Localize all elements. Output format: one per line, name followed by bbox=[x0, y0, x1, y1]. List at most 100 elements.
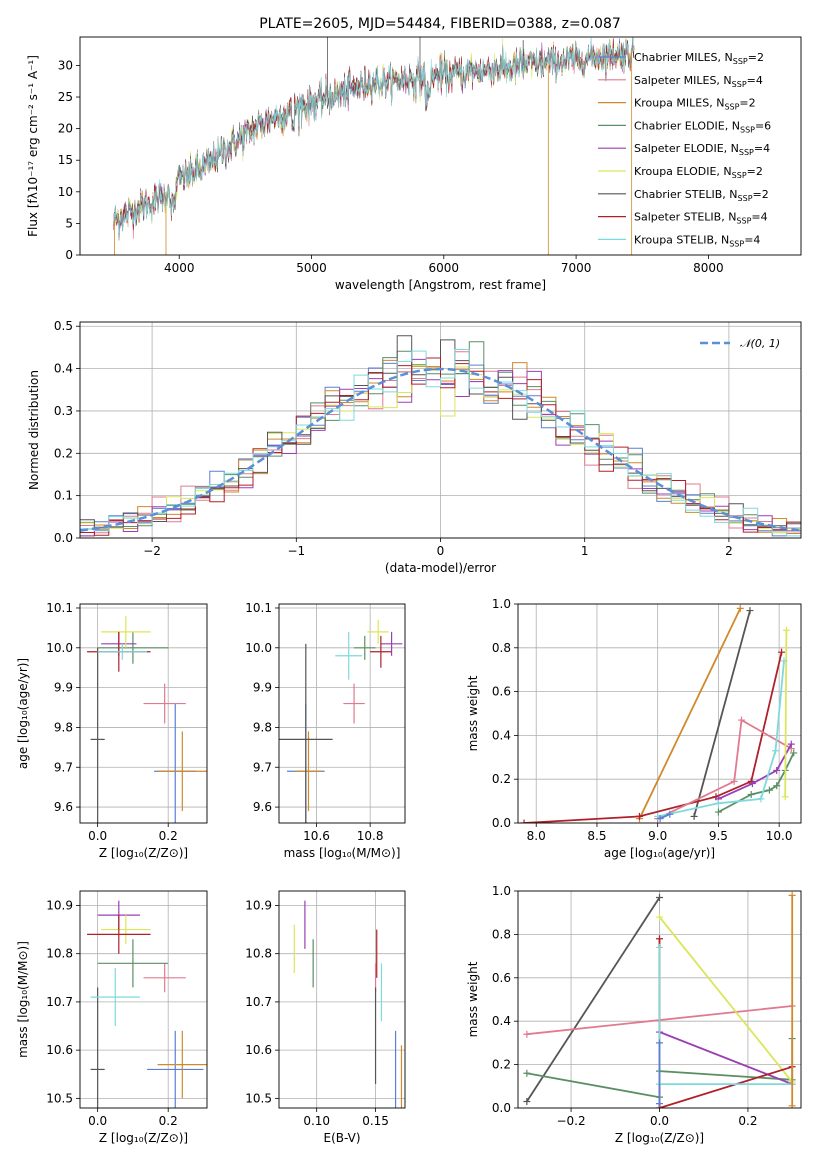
residuals-ytick-label: 0.5 bbox=[54, 319, 73, 333]
series-line bbox=[659, 813, 671, 820]
spectrum-legend: Chabrier MILES, NSSP=2 Salpeter MILES, NS… bbox=[598, 51, 771, 248]
weight_vs_age-ytick-label: 0.8 bbox=[492, 641, 511, 655]
series-marker bbox=[520, 819, 528, 823]
mass_vs_Z-ytick-label: 10.7 bbox=[46, 995, 73, 1009]
spectrum-legend-entry: Salpeter STELIB, NSSP=4 bbox=[634, 211, 768, 226]
series-marker bbox=[656, 894, 663, 902]
weight_vs_age-ylabel: mass weight bbox=[466, 675, 480, 751]
weight_vs_Z-frame bbox=[517, 890, 802, 1109]
mass_vs_Z-ytick-label: 10.8 bbox=[46, 947, 73, 961]
series-marker bbox=[656, 815, 664, 823]
figure-title: PLATE=2605, MJD=54484, FIBERID=0388, z=0… bbox=[259, 16, 621, 32]
mass_vs_ebv-xlabel: E(B-V) bbox=[323, 1131, 360, 1145]
spectrum-ytick-label: 0 bbox=[65, 248, 73, 262]
series-line bbox=[657, 660, 785, 818]
spectrum-xtick-label: 8000 bbox=[693, 261, 724, 275]
mass_vs_ebv-ytick-label: 10.5 bbox=[245, 1091, 272, 1105]
spectrum-legend-entry: Salpeter MILES, NSSP=4 bbox=[634, 74, 763, 89]
spectrum-xtick-label: 7000 bbox=[561, 261, 592, 275]
mass_vs_ebv-xtick-label: 0.10 bbox=[303, 1114, 330, 1128]
mass_vs_Z-ytick-label: 10.6 bbox=[46, 1043, 73, 1057]
spectrum-ytick-label: 20 bbox=[58, 122, 73, 136]
residuals-ytick-label: 0.2 bbox=[54, 446, 73, 460]
series-kroupa-miles bbox=[635, 604, 744, 823]
spectrum-plot-area bbox=[113, 37, 635, 255]
residuals-xtick-label: −1 bbox=[287, 544, 305, 558]
series-marker bbox=[714, 799, 722, 807]
mass_vs_Z-xtick-label: 0.2 bbox=[159, 1114, 178, 1128]
residuals-ylabel: Normed distribution bbox=[27, 370, 41, 490]
normal-legend-label: 𝒩(0, 1) bbox=[740, 337, 780, 350]
weight_vs_age-xtick-label: 8.5 bbox=[587, 829, 606, 843]
age_vs_mass-ytick-label: 9.7 bbox=[253, 760, 272, 774]
weight_vs_age-plot-area bbox=[520, 604, 798, 823]
age_vs_Z-xtick-label: 0.0 bbox=[88, 829, 107, 843]
weight_vs_age-ytick-label: 0.6 bbox=[492, 685, 511, 699]
residuals-xlabel: (data-model)/error bbox=[385, 561, 496, 575]
point-salpeter-stelib bbox=[87, 915, 151, 954]
series-line bbox=[659, 1031, 793, 1085]
series-salpeter-stelib bbox=[520, 648, 786, 823]
series-line bbox=[526, 897, 661, 1102]
residuals-panel: −2 −1 0 1 2 0.0 0.1 0.2 0.3 0.4 0.5 (data-model)/er… bbox=[27, 319, 802, 575]
residuals-frame bbox=[79, 321, 802, 539]
point-kroupa-stelib bbox=[97, 643, 148, 660]
point-chabrier-elodie bbox=[97, 631, 169, 664]
series-marker bbox=[790, 749, 798, 757]
age_vs_Z-ytick-label: 9.6 bbox=[54, 800, 73, 814]
spectrum-ytick-label: 10 bbox=[58, 185, 73, 199]
series-marker bbox=[773, 766, 781, 774]
series-marker bbox=[746, 607, 754, 615]
spectrum-ytick-label: 25 bbox=[58, 90, 73, 104]
age_vs_Z-ytick-label: 9.8 bbox=[54, 720, 73, 734]
series-line bbox=[638, 608, 742, 819]
series-salpeter-elodie bbox=[714, 740, 795, 803]
normal-curve bbox=[80, 367, 801, 532]
point-chabrier-stelib bbox=[90, 647, 105, 823]
series-marker bbox=[778, 648, 786, 656]
residuals-ytick-label: 0.3 bbox=[54, 404, 73, 418]
spectrum-xlabel: wavelength [Angstrom, rest frame] bbox=[335, 278, 546, 292]
age_vs_Z-ytick-label: 9.9 bbox=[54, 681, 73, 695]
age_vs_Z-panel: 0.0 0.2 9.6 9.7 9.8 9.9 10.0 10.1 Z [log₁₀(Z/Z⊙)… bbox=[16, 601, 208, 860]
series-kroupa-elodie bbox=[656, 913, 796, 1086]
point-kroupa-elodie bbox=[101, 615, 151, 648]
series-kroupa-stelib bbox=[656, 943, 796, 1088]
spectrum-ylabel: Flux [fλ10⁻¹⁷ erg cm⁻² s⁻¹ A⁻¹] bbox=[26, 55, 40, 237]
series-marker bbox=[656, 1039, 663, 1047]
series-marker bbox=[523, 1069, 531, 1077]
point-kroupa-elodie bbox=[367, 619, 389, 644]
mass_vs_ebv-ytick-label: 10.7 bbox=[245, 995, 272, 1009]
age_vs_Z-frame bbox=[79, 603, 208, 824]
series-marker bbox=[656, 943, 663, 951]
weight_vs_Z-ylabel: mass weight bbox=[466, 961, 480, 1037]
series-line bbox=[693, 610, 751, 817]
weight_vs_Z-ytick-label: 0.2 bbox=[492, 1058, 511, 1072]
spectrum-legend-entry: Kroupa ELODIE, NSSP=2 bbox=[634, 165, 763, 180]
weight_vs_age-panel: 8.0 8.5 9.0 9.5 10.0 0.0 0.2 0.4 0.6 0.8 1.0 age [l… bbox=[466, 597, 802, 860]
spectrum-ytick-label: 30 bbox=[58, 58, 73, 72]
point-salpeter-miles bbox=[143, 963, 186, 993]
point-chabrier-elodie bbox=[97, 939, 169, 988]
mass_vs_Z-ytick-label: 10.9 bbox=[46, 898, 73, 912]
series-marker bbox=[773, 782, 781, 790]
age_vs_mass-panel: 10.6 10.8 9.6 9.7 9.8 9.9 10.0 10.1 mass [log₁₀(… bbox=[245, 601, 406, 860]
residuals-xtick-label: 0 bbox=[437, 544, 445, 558]
weight_vs_Z-ytick-label: 0.6 bbox=[492, 971, 511, 985]
point-kroupa-stelib bbox=[90, 968, 140, 1027]
residuals-xtick-label: −2 bbox=[143, 544, 161, 558]
weight_vs_Z-ytick-label: 0.0 bbox=[492, 1101, 511, 1115]
series-line bbox=[658, 916, 793, 1083]
series-marker bbox=[666, 810, 674, 818]
weight_vs_age-xtick-label: 8.0 bbox=[527, 829, 546, 843]
mass_vs_Z-xlabel: Z [log₁₀(Z/Z⊙)] bbox=[99, 1131, 188, 1145]
series-marker bbox=[736, 604, 744, 612]
series-chabrier-stelib bbox=[690, 607, 754, 820]
mass_vs_Z-plot-area bbox=[87, 900, 207, 1108]
series-marker bbox=[748, 780, 756, 788]
series-line bbox=[717, 752, 795, 813]
series-kroupa-miles bbox=[788, 891, 796, 1108]
age_vs_mass-ytick-label: 9.8 bbox=[253, 720, 272, 734]
age_vs_mass-frame bbox=[278, 603, 406, 824]
